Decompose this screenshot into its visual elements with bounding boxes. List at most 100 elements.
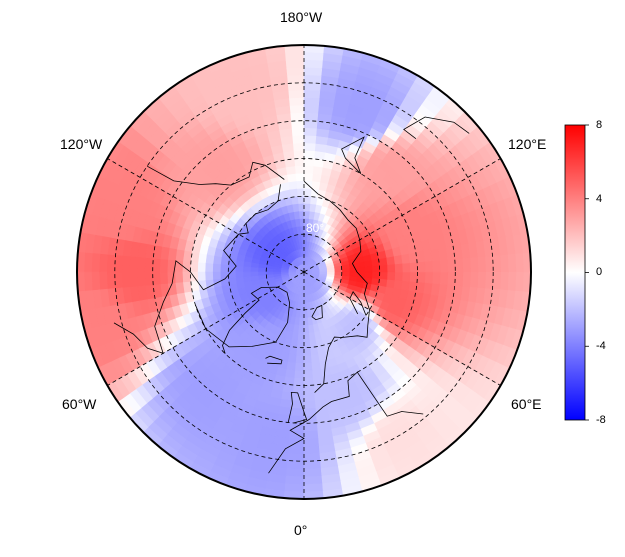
field-cell (297, 331, 305, 341)
coastline-8 (403, 116, 470, 140)
field-cell (283, 158, 296, 169)
field-cell (265, 268, 275, 273)
field-cell (137, 257, 147, 273)
field-cell (514, 271, 524, 292)
field-cell (296, 188, 305, 197)
field-cell (122, 255, 131, 273)
field-cell (285, 368, 296, 378)
field-cell (99, 271, 109, 291)
field-cell (303, 482, 324, 492)
field-cell (308, 203, 317, 213)
field-cell (106, 254, 116, 273)
field-cell (303, 475, 323, 485)
field-cell (363, 265, 373, 273)
lon-label-60w: 60°W (62, 396, 97, 412)
field-cell (291, 127, 305, 137)
field-cell (285, 467, 305, 477)
field-cell (312, 375, 325, 386)
field-cell (431, 259, 441, 273)
field-cell (295, 362, 305, 371)
field-cell (303, 82, 321, 92)
field-cell (507, 253, 517, 273)
field-cell (303, 120, 318, 130)
field-cell (492, 254, 502, 273)
field-cell (303, 233, 308, 243)
lat-circle-50 (152, 120, 456, 424)
field-cell (454, 271, 464, 287)
field-cell (303, 195, 311, 205)
field-cell (91, 253, 101, 273)
field-cell (303, 165, 314, 175)
field-cell (287, 82, 305, 92)
field-cell (182, 271, 192, 283)
field-cell (137, 271, 147, 287)
field-cell (175, 260, 184, 273)
meridian-60 (303, 271, 501, 386)
field-cell (409, 271, 418, 283)
field-cell (152, 258, 162, 273)
field-cell (409, 261, 418, 273)
field-cell (439, 259, 449, 273)
field-cell (309, 196, 318, 206)
field-cell (400, 253, 410, 264)
field-cell (250, 267, 260, 273)
field-cell (312, 368, 323, 378)
field-cell (514, 252, 524, 273)
field-cell (303, 347, 312, 356)
field-cell (492, 271, 502, 290)
colorbar-tick-minus8: -8 (596, 414, 606, 426)
field-cell (213, 255, 223, 266)
field-cell (312, 158, 325, 169)
lat-circle-70 (227, 195, 381, 349)
field-cell (285, 59, 305, 69)
field-cell (287, 445, 305, 454)
field-cell (288, 97, 305, 107)
field-cell (114, 255, 124, 273)
field-cell (303, 74, 322, 84)
field-cell (303, 52, 324, 62)
field-cell (190, 261, 199, 273)
field-cell (297, 339, 305, 349)
field-cell (295, 173, 305, 182)
field-cell (285, 67, 305, 77)
field-cell (106, 271, 116, 290)
field-cell (477, 255, 486, 273)
field-cell (303, 173, 313, 182)
field-cell (291, 407, 305, 417)
field-cell (385, 278, 395, 289)
field-cell (197, 271, 207, 282)
field-cell (129, 256, 139, 273)
field-cell (303, 143, 316, 152)
field-cell (286, 361, 297, 371)
field-cell (499, 253, 509, 273)
field-cell (167, 271, 177, 285)
coastline-7 (265, 355, 283, 365)
field-cell (205, 271, 214, 281)
field-cell (294, 165, 305, 175)
lon-label-0: 0° (294, 522, 308, 538)
coastline-1 (113, 233, 239, 354)
field-cell (303, 467, 323, 477)
field-cell (469, 271, 479, 288)
colorbar-tick-8: 8 (596, 119, 603, 131)
field-cell (285, 166, 296, 176)
field-cell (258, 267, 267, 273)
field-cell (293, 158, 305, 167)
field-cell (284, 482, 305, 492)
coastline-6 (287, 391, 308, 424)
field-cell (371, 265, 381, 273)
coastline-0 (195, 286, 291, 354)
field-cell (379, 271, 388, 280)
field-cell (144, 257, 154, 273)
field-cell (299, 316, 305, 326)
field-cell (288, 437, 305, 447)
lon-label-180w: 180°W (280, 9, 323, 25)
field-cell (469, 256, 479, 273)
field-cell (152, 271, 162, 286)
field-cell (293, 377, 305, 386)
field-cell (303, 127, 317, 137)
field-cell (303, 392, 316, 401)
field-cell (220, 257, 230, 266)
